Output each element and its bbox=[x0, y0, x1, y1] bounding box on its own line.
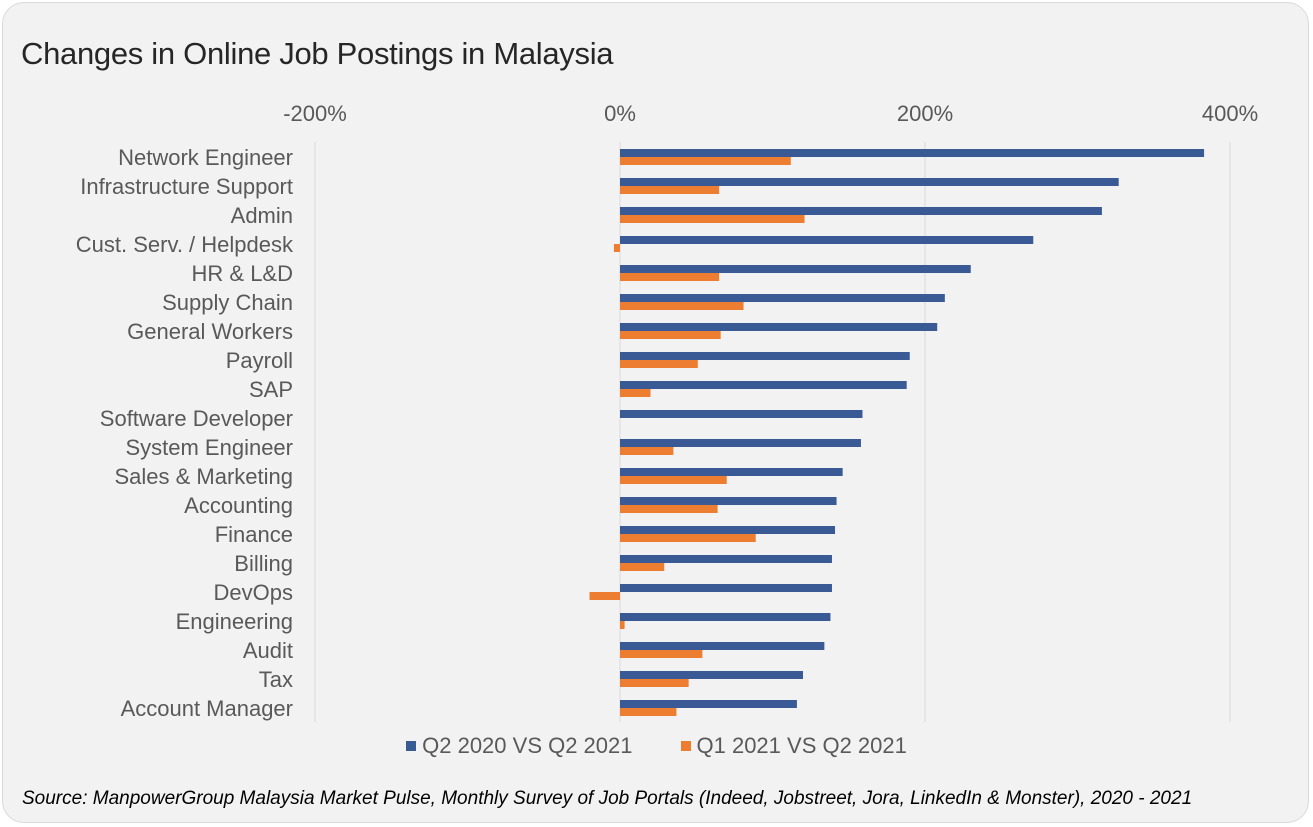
bar-series-1 bbox=[620, 613, 831, 621]
legend-label-series-2: Q1 2021 VS Q2 2021 bbox=[696, 733, 907, 758]
bar-series-1 bbox=[620, 555, 832, 563]
bar-series-2 bbox=[620, 650, 703, 658]
bar-series-1 bbox=[620, 323, 938, 331]
bar-series-1 bbox=[620, 207, 1102, 215]
bar-series-1 bbox=[620, 584, 832, 592]
category-label: Sales & Marketing bbox=[114, 464, 293, 489]
bar-series-1 bbox=[620, 178, 1119, 186]
legend: Q2 2020 VS Q2 2021 Q1 2021 VS Q2 2021 bbox=[0, 733, 1313, 759]
category-label: Payroll bbox=[226, 348, 293, 373]
category-label: Account Manager bbox=[121, 696, 293, 721]
category-label: Network Engineer bbox=[118, 145, 293, 170]
bar-series-2 bbox=[620, 505, 718, 513]
legend-label-series-1: Q2 2020 VS Q2 2021 bbox=[422, 733, 633, 758]
bar-series-2 bbox=[620, 621, 625, 629]
x-tick-label: 200% bbox=[897, 101, 953, 126]
bar-series-1 bbox=[620, 671, 803, 679]
category-label: Finance bbox=[215, 522, 293, 547]
bar-series-1 bbox=[620, 439, 861, 447]
bar-series-2 bbox=[620, 273, 720, 281]
bar-series-2 bbox=[620, 476, 727, 484]
bar-series-2 bbox=[620, 447, 674, 455]
bar-series-2 bbox=[620, 389, 651, 397]
bar-series-2 bbox=[620, 360, 698, 368]
legend-swatch-series-2 bbox=[680, 741, 691, 751]
bar-series-2 bbox=[620, 157, 791, 165]
bar-series-1 bbox=[620, 381, 907, 389]
bar-series-1 bbox=[620, 497, 837, 505]
category-label: General Workers bbox=[127, 319, 293, 344]
bar-series-2 bbox=[620, 302, 744, 310]
bar-series-1 bbox=[620, 410, 863, 418]
x-tick-label: 400% bbox=[1202, 101, 1258, 126]
category-label: Admin bbox=[231, 203, 293, 228]
category-label: Audit bbox=[243, 638, 293, 663]
bar-series-2 bbox=[620, 331, 721, 339]
category-label: Infrastructure Support bbox=[80, 174, 293, 199]
category-label: Tax bbox=[259, 667, 293, 692]
bar-series-2 bbox=[620, 563, 665, 571]
legend-item-series-1: Q2 2020 VS Q2 2021 bbox=[406, 733, 633, 759]
x-tick-label: -200% bbox=[283, 101, 347, 126]
category-label: HR & L&D bbox=[192, 261, 293, 286]
category-label: System Engineer bbox=[125, 435, 293, 460]
legend-item-series-2: Q1 2021 VS Q2 2021 bbox=[680, 733, 907, 759]
category-label: Software Developer bbox=[100, 406, 293, 431]
category-label: Engineering bbox=[176, 609, 293, 634]
bar-series-1 bbox=[620, 352, 910, 360]
bar-series-2 bbox=[620, 534, 756, 542]
category-label: Billing bbox=[234, 551, 293, 576]
bar-series-1 bbox=[620, 236, 1034, 244]
bar-series-1 bbox=[620, 149, 1205, 157]
bar-series-2 bbox=[589, 592, 620, 600]
category-label: Accounting bbox=[184, 493, 293, 518]
bar-series-1 bbox=[620, 700, 797, 708]
bar-series-1 bbox=[620, 294, 945, 302]
bar-series-2 bbox=[620, 679, 689, 687]
category-label: Supply Chain bbox=[162, 290, 293, 315]
source-note: Source: ManpowerGroup Malaysia Market Pu… bbox=[22, 788, 1193, 809]
bar-series-2 bbox=[620, 186, 720, 194]
bar-series-2 bbox=[620, 708, 677, 716]
bar-series-1 bbox=[620, 468, 843, 476]
bar-series-1 bbox=[620, 265, 971, 273]
category-label: Cust. Serv. / Helpdesk bbox=[76, 232, 294, 257]
legend-swatch-series-1 bbox=[406, 741, 417, 751]
chart-title: Changes in Online Job Postings in Malays… bbox=[21, 36, 614, 71]
bar-series-1 bbox=[620, 526, 836, 534]
x-tick-label: 0% bbox=[604, 101, 636, 126]
bar-series-1 bbox=[620, 642, 825, 650]
category-label: SAP bbox=[249, 377, 293, 402]
category-label: DevOps bbox=[214, 580, 293, 605]
bar-series-2 bbox=[620, 215, 805, 223]
bar-series-2 bbox=[613, 244, 620, 252]
